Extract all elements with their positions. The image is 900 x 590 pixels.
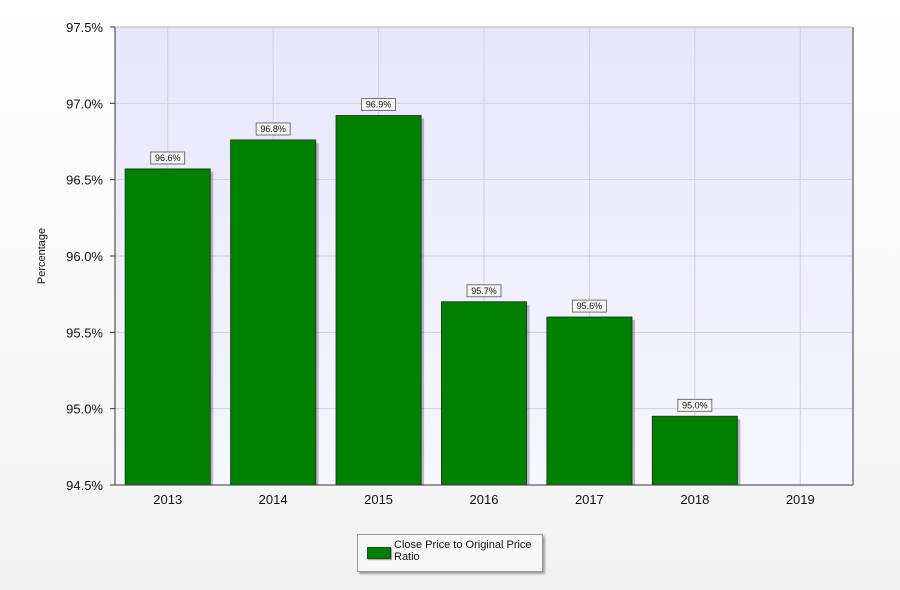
x-tick-label: 2019 — [786, 492, 815, 507]
data-label: 96.9% — [366, 100, 392, 110]
x-tick-label: 2013 — [153, 492, 182, 507]
y-tick-label: 94.5% — [66, 478, 103, 493]
data-label: 95.0% — [682, 400, 708, 410]
data-label-box — [466, 284, 502, 298]
data-label-box — [150, 151, 186, 165]
y-tick-label: 97.5% — [66, 20, 103, 35]
data-label-box — [361, 98, 396, 111]
axes: 94.5% 95.0% 95.5% 96.0% 96.5% 97.0% 97.5% 2013 2… — [36, 20, 854, 507]
legend-swatch — [367, 547, 391, 559]
x-tick-label: 2016 — [470, 492, 499, 507]
data-label: 96.6% — [155, 153, 181, 163]
bar — [441, 301, 527, 486]
legend-label: Close Price to Original Price Ratio — [394, 539, 532, 563]
y-axis-title: Percentage — [36, 228, 48, 284]
labels: 96.6% 96.8% 96.9% 95.7% 95.6% 95.0% — [150, 98, 713, 412]
data-label: 95.7% — [471, 286, 497, 296]
y-tick-label: 96.5% — [66, 173, 103, 188]
bars — [124, 115, 741, 486]
y-tick-label: 97.0% — [66, 96, 103, 111]
data-label-box — [255, 122, 291, 136]
x-tick-label: 2017 — [575, 492, 604, 507]
bar — [651, 415, 738, 486]
legend: Close Price to Original Price Ratio — [357, 534, 543, 572]
y-tick-label: 95.5% — [66, 325, 103, 340]
bar — [546, 316, 633, 486]
data-label-box — [677, 398, 713, 412]
x-tick-label: 2015 — [364, 492, 393, 507]
bar — [230, 139, 317, 486]
data-label-box — [572, 299, 607, 313]
x-tick-label: 2018 — [680, 492, 709, 507]
data-label: 96.8% — [260, 124, 286, 134]
bar — [124, 168, 211, 486]
data-label: 95.6% — [577, 301, 603, 311]
x-tick-label: 2014 — [259, 492, 288, 507]
y-tick-label: 96.0% — [66, 249, 103, 264]
y-tick-label: 95.0% — [66, 402, 103, 417]
bar — [335, 115, 422, 486]
